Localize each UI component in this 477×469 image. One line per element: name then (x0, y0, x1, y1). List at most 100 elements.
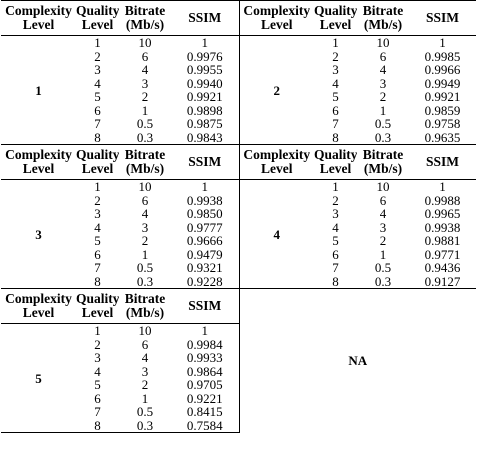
bitrate-value: 2 (379, 90, 387, 104)
bitrate-value: 4 (379, 207, 387, 221)
ssim-header: SSIM (171, 144, 239, 180)
quality-value: 8 (314, 274, 357, 289)
quality-value: 4 (332, 76, 339, 90)
bitrate-value: 3 (379, 220, 387, 234)
quality-value: 6 (94, 391, 101, 405)
ssim-value: 0.9921 (186, 90, 223, 104)
quality-value: 3 (94, 351, 101, 365)
quality-value: 1 (332, 35, 339, 50)
bitrate-header: Bitrate (Mb/s) (119, 0, 171, 36)
table-row: 2 6 0.9984 (1, 337, 476, 351)
quality-value: 5 (94, 378, 101, 392)
ssim-value: 1 (439, 179, 446, 194)
quality-value: 3 (94, 207, 101, 221)
bitrate-header-line-2: (Mb/s) (363, 161, 403, 176)
quality-level-header-line-1: Quality (314, 147, 357, 162)
results-table-container: Complexity Level Quality Level Bitrate (Mb/s)… (1, 0, 476, 433)
bitrate-value: 0.5 (374, 117, 392, 131)
ssim-value: 0.9705 (171, 378, 240, 392)
complexity-level-header-line-2: Level (261, 161, 293, 176)
quality-value: 2 (94, 337, 101, 351)
bitrate-header-line-2: (Mb/s) (125, 17, 165, 32)
ssim-header: SSIM (171, 288, 240, 324)
bitrate-value: 3 (379, 76, 387, 90)
bitrate-header-line-1: Bitrate (124, 291, 166, 306)
quality-level-header-line-1: Quality (76, 291, 119, 306)
ssim-value: 0.9921 (424, 90, 461, 104)
complexity-level-header: Complexity Level (1, 0, 76, 36)
quality-value: 1 (94, 35, 101, 50)
quality-level-header-line-2: Level (319, 17, 352, 32)
ssim-value: 0.9228 (171, 274, 239, 289)
table-row: 7 0.5 0.9875 7 0.5 0.9758 (1, 117, 476, 131)
bitrate-header: Bitrate (Mb/s) (357, 0, 409, 36)
quality-level-header: Quality Level (314, 0, 357, 36)
bitrate-value: 2 (379, 234, 387, 248)
quality-value: 7 (332, 261, 339, 275)
ssim-value: 0.9771 (424, 247, 461, 261)
complexity-level-header-line-2: Level (22, 17, 55, 32)
quality-value: 1 (94, 323, 101, 338)
table-row: 8 0.3 0.7584 (1, 418, 476, 433)
quality-value: 1 (332, 179, 339, 194)
bitrate-value: 0.3 (119, 274, 171, 289)
quality-value: 6 (332, 103, 339, 117)
bitrate-value: 4 (141, 63, 149, 77)
quality-value: 2 (332, 193, 339, 207)
table-row: 7 0.5 0.9321 7 0.5 0.9436 (1, 261, 476, 275)
ssim-value: 0.9988 (424, 193, 461, 207)
ssim-value: 1 (439, 35, 446, 50)
quality-value: 5 (332, 90, 339, 104)
quality-value: 1 (94, 179, 101, 194)
bitrate-header: Bitrate (Mb/s) (357, 144, 409, 180)
bitrate-header-line-2: (Mb/s) (125, 305, 165, 320)
bitrate-header: Bitrate (Mb/s) (119, 288, 171, 324)
table-row: 4 3 0.9864 (1, 364, 476, 378)
quality-value: 4 (94, 76, 101, 90)
bitrate-value: 1 (141, 247, 149, 261)
ssim-value: 0.9976 (186, 49, 223, 63)
ssim-value: 0.8415 (171, 405, 240, 419)
complexity-level-header-line-1: Complexity (5, 3, 72, 18)
table-body: Complexity Level Quality Level Bitrate (Mb/s)… (1, 0, 476, 433)
complexity-level-header: Complexity Level (1, 288, 76, 324)
quality-value: 8 (76, 274, 119, 289)
bitrate-value: 0.5 (374, 261, 392, 275)
quality-value: 7 (94, 117, 101, 131)
header-row: Complexity Level Quality Level Bitrate (Mb/s)… (1, 0, 476, 36)
ssim-value: 0.9758 (424, 117, 461, 131)
bitrate-value: 6 (141, 193, 149, 207)
bitrate-header-line-1: Bitrate (362, 147, 404, 162)
complexity-level-header: Complexity Level (238, 0, 314, 36)
ssim-results-table: Complexity Level Quality Level Bitrate (Mb/s)… (1, 0, 476, 433)
quality-value: 6 (94, 103, 101, 117)
table-row: 8 0.3 0.9843 8 0.3 0.9635 (1, 130, 476, 145)
quality-level-header-line-2: Level (81, 161, 114, 176)
bitrate-value: 10 (376, 179, 390, 194)
complexity-level-header-line-2: Level (22, 161, 55, 176)
table-row: 7 0.5 0.8415 (1, 405, 476, 419)
table-row: 6 1 0.9898 6 1 0.9859 (1, 104, 476, 118)
quality-value: 2 (332, 49, 339, 63)
table-row: 2 6 0.9938 2 6 0.9988 (1, 194, 476, 208)
quality-level-header-line-2: Level (319, 161, 352, 176)
header-row: Complexity Level Quality Level Bitrate (Mb/s)… (1, 288, 476, 433)
quality-value: 6 (94, 247, 101, 261)
ssim-value: 0.9127 (409, 274, 476, 289)
complexity-level-header: Complexity Level (238, 144, 314, 180)
bitrate-value: 6 (141, 337, 149, 351)
ssim-value: 0.9875 (186, 117, 223, 131)
table-row: 6 1 0.9221 (1, 391, 476, 405)
quality-value: 4 (332, 220, 339, 234)
ssim-value: 0.9881 (424, 234, 461, 248)
table-row: 1 1 10 1 2 1 10 1 (1, 35, 476, 145)
bitrate-value: 2 (141, 90, 149, 104)
complexity-level-header: Complexity Level (1, 144, 76, 180)
bitrate-value: 0.5 (136, 117, 154, 131)
quality-value: 4 (94, 220, 101, 234)
quality-level-header-line-2: Level (81, 305, 114, 320)
table-row: 5 2 0.9666 5 2 0.9881 (1, 234, 476, 248)
ssim-header: SSIM (409, 144, 476, 180)
quality-value: 3 (332, 63, 339, 77)
bitrate-value: 10 (138, 35, 152, 50)
